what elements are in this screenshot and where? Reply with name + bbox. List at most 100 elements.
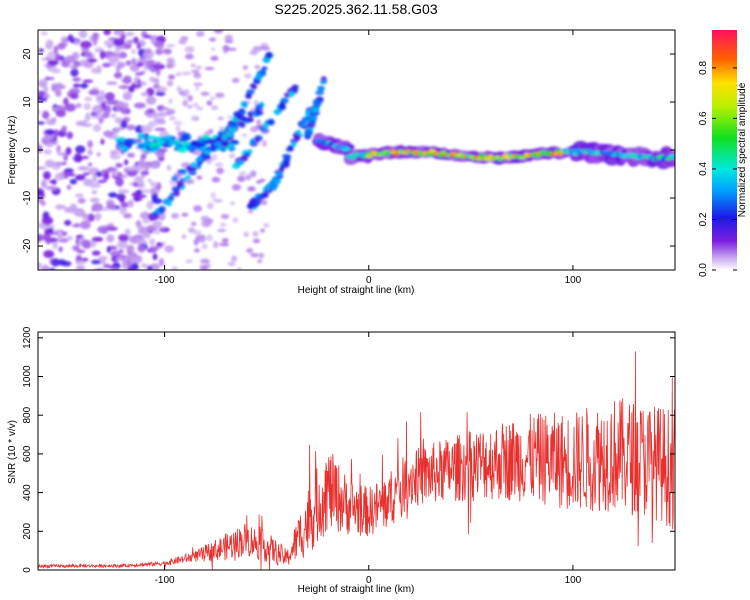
spectral-blob — [242, 65, 249, 70]
spectral-blob — [136, 79, 141, 84]
spectral-blob — [136, 42, 142, 50]
spectral-blob — [149, 76, 156, 83]
spectral-blob — [134, 72, 144, 76]
spectral-blob — [246, 248, 252, 253]
spectral-blob — [133, 102, 146, 109]
spectral-blob — [181, 234, 187, 239]
spectral-blob — [187, 95, 193, 102]
spectral-blob — [195, 65, 203, 70]
spectral-blob — [72, 83, 81, 88]
spectral-blob — [125, 60, 132, 66]
spectral-blob — [210, 192, 217, 200]
spectral-blob — [118, 145, 128, 150]
spectral-blob — [47, 60, 60, 65]
spectral-blob — [149, 238, 156, 246]
spectral-blob — [193, 82, 203, 87]
spectral-blob — [440, 150, 447, 155]
spectral-blob — [193, 205, 203, 212]
spectral-blob — [146, 108, 155, 115]
spectral-blob — [175, 72, 182, 76]
spectral-blob — [260, 46, 271, 51]
spectral-blob — [153, 79, 160, 86]
colorbar-tick-label: 0.0 — [698, 263, 709, 277]
spectral-blob — [97, 179, 107, 184]
spectral-blob — [58, 246, 63, 253]
spectral-blob — [317, 85, 325, 92]
spectral-blob — [160, 107, 170, 111]
spectral-blob — [102, 112, 110, 119]
spectral-blob — [221, 134, 228, 141]
spectral-blob — [304, 130, 313, 137]
spectral-blob — [213, 30, 224, 34]
spectral-blob — [295, 129, 302, 134]
spectral-blob — [127, 265, 135, 270]
snr-frame — [37, 331, 676, 571]
spectral-blob — [181, 212, 189, 217]
spectrogram-ylabel: Frequency (Hz) — [7, 116, 18, 185]
spectral-blob — [221, 238, 229, 243]
spectral-blob — [190, 162, 197, 168]
spectral-blob — [128, 85, 135, 93]
spectral-blob — [244, 73, 252, 79]
spectral-blob — [247, 203, 256, 209]
spectral-blob — [54, 172, 65, 181]
spectral-blob — [148, 246, 160, 251]
spectral-blob — [295, 133, 301, 141]
spectral-blob — [87, 149, 93, 156]
spectral-blob — [211, 176, 221, 183]
spectral-blob — [120, 201, 129, 209]
spectral-blob — [184, 88, 190, 96]
spectral-blob — [64, 103, 76, 112]
spectral-blob — [84, 51, 94, 59]
spectral-blob — [217, 116, 224, 121]
spectral-blob — [365, 154, 373, 159]
spectral-blob — [210, 55, 219, 61]
spectral-blob — [88, 162, 93, 167]
spectral-blob — [159, 129, 169, 138]
spectral-blob — [109, 153, 121, 160]
spectral-blob — [282, 153, 291, 159]
spectral-blob — [671, 155, 675, 161]
spectral-blob — [131, 192, 143, 198]
spectral-blob — [146, 265, 153, 270]
spectral-blob — [92, 36, 98, 46]
spectral-blob — [110, 113, 117, 119]
spectral-blob — [206, 100, 213, 106]
spectral-blob — [141, 189, 153, 194]
spectral-blob — [82, 172, 91, 176]
spectral-blob — [80, 47, 90, 53]
spectral-blob — [112, 38, 125, 47]
spectral-blob — [108, 192, 118, 198]
spectral-blob — [115, 205, 120, 210]
spectral-blob — [214, 162, 224, 167]
spectral-blob — [63, 168, 74, 174]
spectral-blob — [75, 145, 86, 154]
spectral-blob — [166, 80, 174, 87]
colorbar-tick-label: 0.4 — [698, 162, 709, 176]
spectral-blob — [57, 42, 66, 50]
spectral-blob — [282, 159, 290, 167]
spectral-blob — [210, 105, 219, 111]
spectral-blob — [169, 116, 177, 121]
spectral-blob — [63, 97, 69, 106]
spectrogram-heatmap — [38, 30, 675, 270]
spectral-blob — [260, 228, 265, 233]
spectral-blob — [55, 53, 61, 62]
spectral-blob — [234, 112, 242, 118]
spectral-blob — [113, 71, 123, 79]
spectral-blob — [108, 55, 120, 64]
spectral-blob — [90, 197, 100, 203]
spectral-blob — [586, 149, 593, 154]
spectral-blob — [41, 216, 54, 226]
spectral-blob — [123, 212, 133, 219]
spectral-blob — [215, 141, 223, 148]
spectral-blob — [184, 175, 191, 181]
spectral-blob — [154, 127, 167, 131]
spectral-blob — [156, 119, 166, 125]
spectral-blob — [215, 92, 225, 99]
spectral-blob — [69, 92, 79, 100]
spectral-blob — [129, 236, 141, 244]
spectral-blob — [67, 173, 76, 177]
spectral-blob — [66, 235, 74, 241]
spectral-blob — [227, 47, 237, 51]
